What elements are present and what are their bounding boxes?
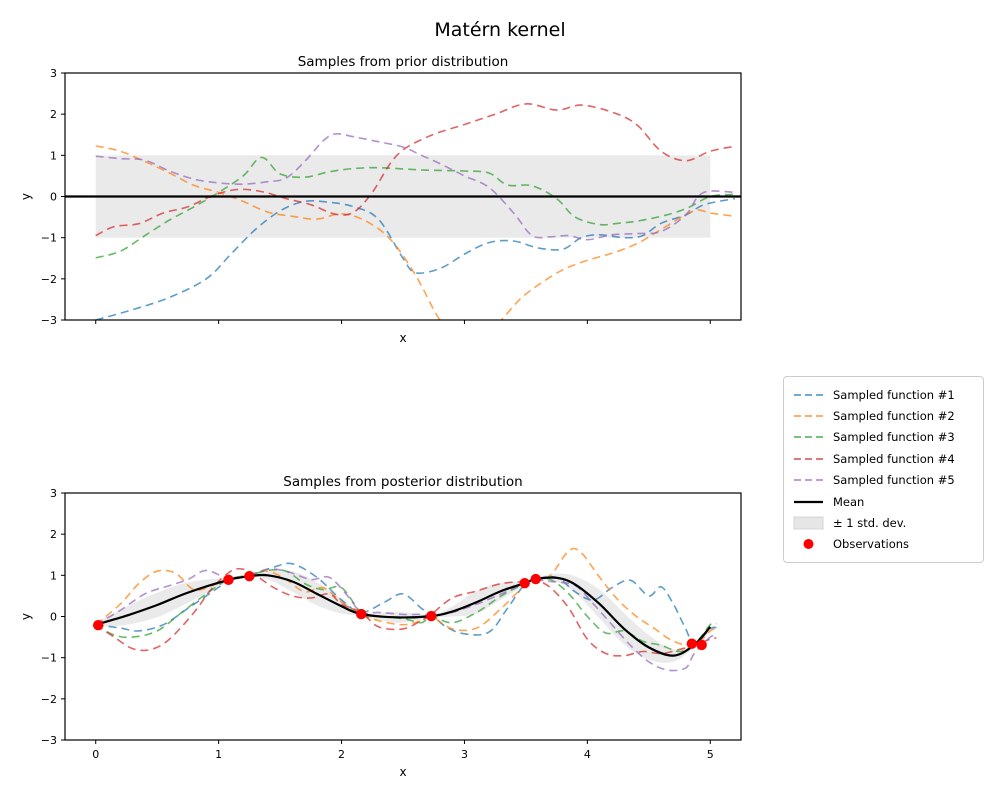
sampled-function-curve bbox=[95, 132, 735, 241]
observation-point bbox=[519, 577, 530, 589]
y-tick-label: 0 bbox=[50, 191, 57, 204]
observation-point bbox=[426, 610, 437, 622]
posterior-xaxis-label: x bbox=[399, 765, 406, 779]
posterior-yaxis-label: y bbox=[19, 613, 33, 620]
y-tick-label: −3 bbox=[41, 734, 57, 747]
legend-item-std-dev: ± 1 std. dev. bbox=[793, 512, 973, 533]
sampled-function-curve bbox=[95, 562, 717, 645]
y-tick-label: −2 bbox=[41, 273, 57, 286]
x-tick-label: 2 bbox=[338, 748, 345, 761]
prior-axis-decor: −3 −2 −1 0 1 2 3 bbox=[41, 67, 742, 327]
sampled-function-curve bbox=[95, 145, 736, 320]
legend-item-mean: Mean bbox=[793, 491, 973, 512]
y-tick-label: 1 bbox=[50, 149, 57, 162]
legend-item-label: Sampled function #3 bbox=[833, 430, 955, 445]
figure-title: Matérn kernel bbox=[434, 19, 565, 41]
y-tick-label: −3 bbox=[41, 314, 57, 327]
y-tick-label: 1 bbox=[50, 569, 57, 582]
legend-item-label: Sampled function #2 bbox=[833, 409, 955, 424]
posterior-axes: Samples from posterior distribution 0 1 2 3… bbox=[19, 474, 742, 779]
prior-title: Samples from prior distribution bbox=[298, 54, 509, 70]
sampled-function-curve bbox=[95, 197, 736, 320]
sampled-function-curve bbox=[95, 156, 735, 259]
y-tick-label: −1 bbox=[41, 232, 57, 245]
dashed-line-swatch-icon bbox=[793, 452, 824, 466]
dashed-line-swatch-icon bbox=[793, 409, 824, 423]
y-tick-label: 2 bbox=[50, 528, 57, 541]
sampled-function-curve bbox=[95, 567, 717, 657]
observation-point bbox=[244, 570, 255, 582]
observation-dot-swatch-icon bbox=[793, 537, 824, 551]
legend-item-label: Mean bbox=[833, 494, 865, 509]
band-patch-swatch-icon bbox=[793, 516, 824, 530]
observation-point bbox=[696, 639, 707, 651]
x-tick-label: 5 bbox=[707, 748, 714, 761]
observation-point bbox=[356, 608, 367, 620]
legend-item-sampled-function-5: Sampled function #5 bbox=[793, 470, 973, 491]
observation-point bbox=[92, 619, 104, 631]
legend-item-observations: Observations bbox=[793, 534, 973, 555]
posterior-title: Samples from posterior distribution bbox=[283, 474, 522, 490]
x-tick-label: 4 bbox=[584, 748, 591, 761]
posterior-axis-decor: 0 1 2 3 4 5 −3 −2 −1 0 1 2 3 bbox=[41, 487, 742, 761]
posterior-plot-area bbox=[92, 547, 717, 672]
prior-axes: Samples from prior distribution −3 −2 −1 0 1… bbox=[19, 54, 742, 345]
sampled-function-curve bbox=[95, 547, 717, 647]
observation-point bbox=[223, 574, 234, 586]
y-tick-label: −1 bbox=[41, 652, 57, 665]
dashed-line-swatch-icon bbox=[793, 473, 824, 487]
legend: Sampled function #1 Sampled function #2 … bbox=[783, 376, 984, 564]
prior-plot-area bbox=[65, 103, 741, 320]
x-tick-label: 1 bbox=[215, 748, 222, 761]
legend-item-sampled-function-4: Sampled function #4 bbox=[793, 448, 973, 469]
legend-item-label: Sampled function #4 bbox=[833, 451, 955, 466]
legend-item-sampled-function-2: Sampled function #2 bbox=[793, 405, 973, 426]
sampled-function-curve bbox=[95, 103, 736, 237]
y-tick-label: 3 bbox=[50, 487, 57, 500]
legend-item-label: Observations bbox=[833, 537, 910, 552]
legend-item-label: Sampled function #5 bbox=[833, 473, 955, 488]
x-tick-label: 3 bbox=[461, 748, 468, 761]
prior-yaxis-label: y bbox=[19, 193, 33, 200]
x-tick-label: 0 bbox=[92, 748, 99, 761]
legend-item-label: ± 1 std. dev. bbox=[833, 516, 907, 531]
legend-item-sampled-function-1: Sampled function #1 bbox=[793, 384, 973, 405]
y-tick-label: 0 bbox=[50, 611, 57, 624]
observation-point bbox=[686, 638, 698, 649]
legend-item-label: Sampled function #1 bbox=[833, 387, 955, 402]
observation-point bbox=[530, 573, 541, 585]
y-tick-label: 2 bbox=[50, 108, 57, 121]
dashed-line-swatch-icon bbox=[793, 430, 824, 444]
y-tick-label: 3 bbox=[50, 67, 57, 80]
dashed-line-swatch-icon bbox=[793, 388, 824, 402]
prior-xaxis-label: x bbox=[399, 331, 406, 345]
solid-line-swatch-icon bbox=[793, 495, 824, 509]
y-tick-label: −2 bbox=[41, 693, 57, 706]
legend-item-sampled-function-3: Sampled function #3 bbox=[793, 427, 973, 448]
